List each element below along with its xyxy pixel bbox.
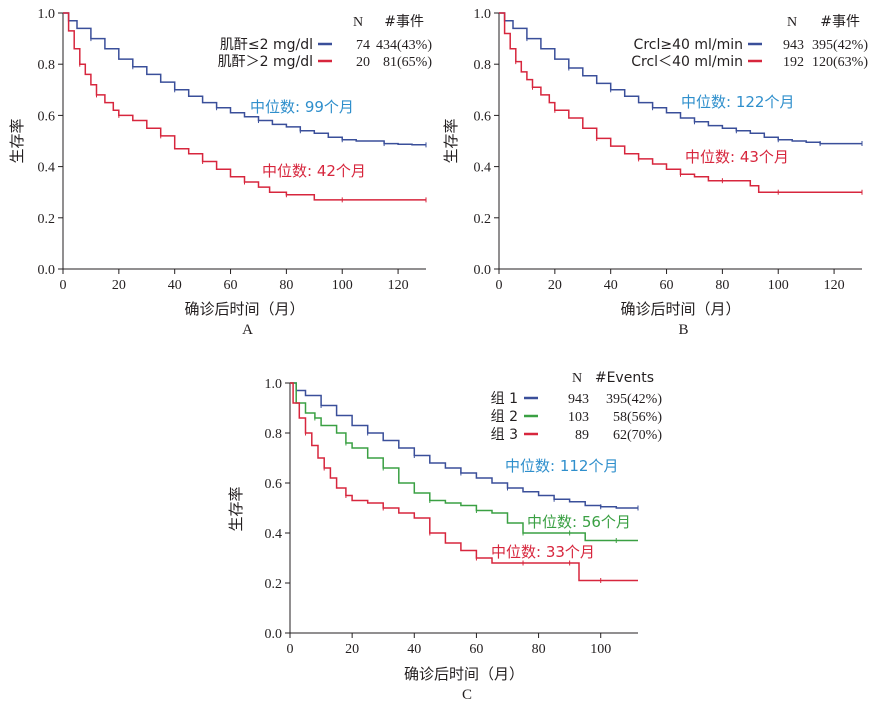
y-tick-label: 0.2 [474,212,492,227]
x-tick-label: 20 [345,642,359,657]
survival-curve-2 [290,382,638,542]
y-axis-title: 生存率 [442,118,460,163]
x-tick-label: 0 [287,642,294,657]
legend-n: 103 [568,410,589,425]
y-axis-title: 生存率 [8,118,26,163]
legend-events: 395(42%) [812,38,868,53]
legend: N #Events 组 1 943 395(42%) 组 2 103 58(56%) 组 3 89… [491,370,663,443]
legend-n: 20 [356,55,370,70]
legend-label: 组 1 [491,391,518,407]
y-tick-label: 1.0 [474,7,492,22]
legend-events: 434(43%) [376,38,432,53]
axes [58,12,426,274]
x-tick-label: 80 [279,278,293,293]
x-axis-title: 确诊后时间（月） [404,665,524,683]
legend: N #事件 Crcl≥40 ml/min 943 395(42%) Crcl＜40 ml/… [631,14,868,70]
y-tick-label: 0.6 [474,109,492,124]
legend-label: 肌酐≤2 mg/dl [220,37,313,53]
legend-header-n: N [787,15,797,30]
y-tick-label: 0.4 [474,161,492,176]
y-tick-label: 0.6 [265,477,283,492]
chart-panel-b: 0 20 40 60 80 100 120 0.0 0.2 0.4 0.6 0.8 1.0 确诊后时间（月… [442,7,868,338]
panel-label: A [242,322,253,338]
y-tick-label: 0.4 [38,161,56,176]
x-tick-label: 60 [660,278,674,293]
legend-n: 943 [568,392,589,407]
legend-n: 192 [783,55,804,70]
median-annotation: 中位数: 99个月 [250,98,354,116]
panel-label: B [678,322,688,338]
x-axis-title: 确诊后时间（月） [620,300,740,318]
x-tick-label: 100 [332,278,353,293]
y-tick-label: 0.2 [38,212,56,227]
legend-header-events: #Events [595,370,654,386]
chart-panel-a: 0 20 40 60 80 100 120 0.0 0.2 0.4 0.6 0.8 1.0 确诊后时间（月… [8,7,432,338]
x-tick-label: 40 [604,278,618,293]
legend-header-n: N [572,371,582,386]
y-tick-label: 0.8 [265,427,283,442]
survival-curve-2 [63,12,426,201]
y-tick-label: 1.0 [265,377,283,392]
x-tick-label: 80 [532,642,546,657]
y-tick-label: 0.0 [38,263,56,278]
axes [494,12,862,274]
legend-n: 943 [783,38,804,53]
x-tick-label: 20 [548,278,562,293]
legend-header-n: N [353,15,363,30]
y-tick-label: 0.8 [38,58,56,73]
legend-events: 62(70%) [613,428,662,443]
x-tick-label: 120 [824,278,845,293]
x-tick-label: 100 [590,642,611,657]
x-tick-label: 100 [768,278,789,293]
legend-label: 组 2 [491,409,518,425]
y-tick-label: 0.6 [38,109,56,124]
y-tick-label: 0.0 [474,263,492,278]
y-tick-label: 0.4 [265,527,283,542]
survival-curve-1 [63,12,426,146]
legend-label: Crcl＜40 ml/min [631,54,743,70]
median-annotation: 中位数: 112个月 [505,457,618,475]
survival-curve-1 [499,12,862,145]
legend-n: 74 [356,38,370,53]
x-tick-label: 40 [168,278,182,293]
legend-header-events: #事件 [384,14,424,30]
x-tick-label: 0 [496,278,503,293]
median-annotation: 中位数: 56个月 [527,513,631,531]
median-annotation: 中位数: 42个月 [262,162,366,180]
panel-label: C [462,687,472,703]
chart-panel-c: 0 20 40 60 80 100 0.0 0.2 0.4 0.6 0.8 1.0 确诊后时间（月） 生存… [227,370,662,703]
legend-events: 120(63%) [812,55,868,70]
y-tick-label: 0.0 [265,627,283,642]
legend-events: 58(56%) [613,410,662,425]
axes [285,382,638,638]
median-annotation: 中位数: 122个月 [681,93,794,111]
x-tick-label: 80 [715,278,729,293]
legend-events: 395(42%) [606,392,662,407]
x-tick-label: 20 [112,278,126,293]
legend-label: 组 3 [491,427,518,443]
median-annotation: 中位数: 43个月 [685,148,789,166]
x-tick-label: 40 [407,642,421,657]
legend-header-events: #事件 [820,14,860,30]
legend-label: 肌酐＞2 mg/dl [218,54,313,70]
y-tick-label: 1.0 [38,7,56,22]
survival-curve-2 [499,12,862,193]
legend-events: 81(65%) [383,55,432,70]
legend-n: 89 [575,428,589,443]
x-tick-label: 120 [388,278,409,293]
y-tick-label: 0.8 [474,58,492,73]
y-axis-title: 生存率 [227,486,245,531]
x-tick-label: 0 [60,278,67,293]
x-tick-label: 60 [224,278,238,293]
y-tick-label: 0.2 [265,577,283,592]
x-tick-label: 60 [469,642,483,657]
x-axis-title: 确诊后时间（月） [184,300,304,318]
survival-curve-1 [290,382,638,509]
median-annotation: 中位数: 33个月 [491,543,595,561]
legend-label: Crcl≥40 ml/min [634,37,743,53]
